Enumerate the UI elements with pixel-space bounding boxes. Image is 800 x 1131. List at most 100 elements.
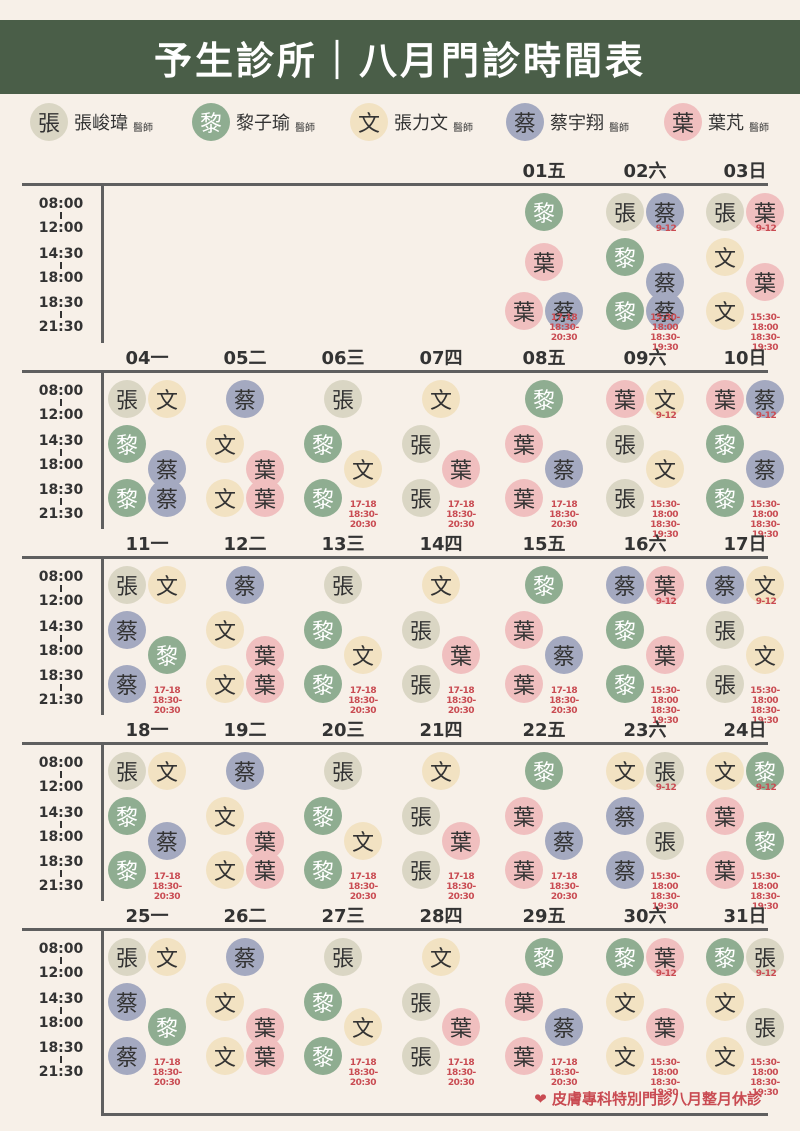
doctor-badge-cai: 蔡 [545, 822, 583, 860]
week-divider [22, 556, 768, 559]
time-start: 08:00 [38, 755, 84, 771]
week-divider [22, 183, 768, 186]
doctor-badge-cai: 蔡 [606, 851, 644, 889]
time-end: 12:00 [38, 220, 84, 236]
doctor-title: 醫師 [749, 122, 769, 134]
doctor-badge-cai: 蔡 [108, 1037, 146, 1075]
page-title: 予生診所｜八月門診時間表 [0, 20, 800, 94]
doctor-badge-wen: 文 [206, 797, 244, 835]
doctor-badge-ye: 葉 [706, 851, 744, 889]
day-label: 31日 [723, 906, 767, 927]
legend-item-zhang: 張張峻瑋 醫師 [30, 103, 153, 141]
doctor-badge-li: 黎 [606, 665, 644, 703]
day-label: 14四 [419, 534, 463, 555]
doctor-badge-zhang: 張 [606, 193, 644, 231]
doctor-badge-li: 黎 [606, 611, 644, 649]
time-start: 14:30 [38, 433, 84, 449]
doctor-badge-cai: 蔡 [545, 292, 583, 330]
doctor-badge-wen: 文 [422, 380, 460, 418]
hours-note: 9-12 [755, 224, 777, 234]
hours-note: 17-18 18:30-20:30 [348, 872, 378, 902]
doctor-title: 醫師 [453, 122, 473, 134]
doctor-badge-ye: 葉 [246, 1037, 284, 1075]
doctor-badge-li: 黎 [304, 611, 342, 649]
time-dash [36, 585, 86, 593]
doctor-badge-cai: 蔡 [746, 380, 784, 418]
doctor-badge-zhang: 張 [402, 1037, 440, 1075]
doctor-badge-wen: 文 [206, 479, 244, 517]
day-label: 15五 [522, 534, 566, 555]
doctor-badge-wen: 文 [344, 1008, 382, 1046]
doctor-badge-li: 黎 [525, 193, 563, 231]
doctor-badge-li: 黎 [606, 238, 644, 276]
day-label: 12二 [223, 534, 267, 555]
doctor-badge-cai: 蔡 [108, 665, 146, 703]
day-label: 26二 [223, 906, 267, 927]
legend-item-wen: 文張力文 醫師 [350, 103, 473, 141]
day-label: 21四 [419, 720, 463, 741]
doctor-badge-wen: 文 [746, 636, 784, 674]
hours-note: 17-18 18:30-20:30 [549, 872, 579, 902]
doctor-badge-cai: 蔡 [108, 611, 146, 649]
hours-note: 17-18 18:30-20:30 [152, 686, 182, 716]
doctor-badge-wen: 文 [706, 1037, 744, 1075]
doctor-badge-li: 黎 [606, 938, 644, 976]
doctor-badge-zhang: 張 [108, 938, 146, 976]
time-label: 14:30 18:00 [36, 805, 86, 845]
doctor-badge-ye: 葉 [246, 665, 284, 703]
doctor-badge-cai: 蔡 [545, 1008, 583, 1046]
doctor-badge-ye: 葉 [505, 425, 543, 463]
doctor-name: 張峻瑋 [74, 113, 128, 134]
doctor-badge-wen: 文 [646, 450, 684, 488]
doctor-badge-wen: 文 [706, 983, 744, 1021]
time-column-divider [101, 928, 104, 1116]
heart-icon: ❤ [534, 1090, 547, 1108]
doctor-badge-ye: 葉 [505, 851, 543, 889]
day-label: 02六 [623, 161, 667, 182]
doctor-badge-li: 黎 [525, 752, 563, 790]
time-start: 14:30 [38, 805, 84, 821]
time-start: 18:30 [38, 482, 84, 498]
doctor-badge-cai: 蔡 [226, 752, 264, 790]
doctor-badge-wen: 文 [206, 665, 244, 703]
day-label: 29五 [522, 906, 566, 927]
time-start: 08:00 [38, 196, 84, 212]
doctor-badge-cai: 蔡 [108, 983, 146, 1021]
time-end: 21:30 [38, 692, 84, 708]
day-label: 19二 [223, 720, 267, 741]
hours-note: 15:30-18:00 18:30-19:30 [750, 686, 780, 726]
doctor-badge-cai: 蔡 [226, 938, 264, 976]
day-label: 24日 [723, 720, 767, 741]
day-label: 08五 [522, 348, 566, 369]
hours-note: 9-12 [755, 783, 777, 793]
hours-note: 9-12 [655, 411, 677, 421]
hours-note: 15:30-18:00 18:30-19:30 [750, 1058, 780, 1098]
doctor-badge-wen: 文 [706, 238, 744, 276]
doctor-badge-li: 黎 [525, 938, 563, 976]
time-label: 18:30 21:30 [36, 854, 86, 894]
doctor-badge-cai: 蔡 [148, 822, 186, 860]
doctor-badge-zhang: 張 [646, 822, 684, 860]
doctor-name: 蔡宇翔 [550, 113, 604, 134]
doctor-badge-ye: 葉 [525, 243, 563, 281]
hours-note: 15:30-18:00 18:30-19:30 [650, 872, 680, 912]
time-column-divider [101, 556, 104, 715]
doctor-badge: 蔡 [506, 103, 544, 141]
hours-note: 17-18 18:30-20:30 [152, 1058, 182, 1088]
time-start: 08:00 [38, 383, 84, 399]
time-dash [36, 399, 86, 407]
doctor-badge-ye: 葉 [246, 636, 284, 674]
doctor-badge-zhang: 張 [606, 425, 644, 463]
doctor-badge-li: 黎 [706, 938, 744, 976]
time-start: 18:30 [38, 295, 84, 311]
day-label: 09六 [623, 348, 667, 369]
time-end: 12:00 [38, 407, 84, 423]
doctor-badge-wen: 文 [206, 1037, 244, 1075]
doctor-badge-li: 黎 [148, 1008, 186, 1046]
doctor-badge-li: 黎 [706, 479, 744, 517]
time-dash [36, 635, 86, 643]
time-label: 18:30 21:30 [36, 1040, 86, 1080]
doctor-badge-cai: 蔡 [706, 566, 744, 604]
hours-note: 17-18 18:30-20:30 [446, 500, 476, 530]
doctor-badge-ye: 葉 [746, 263, 784, 301]
